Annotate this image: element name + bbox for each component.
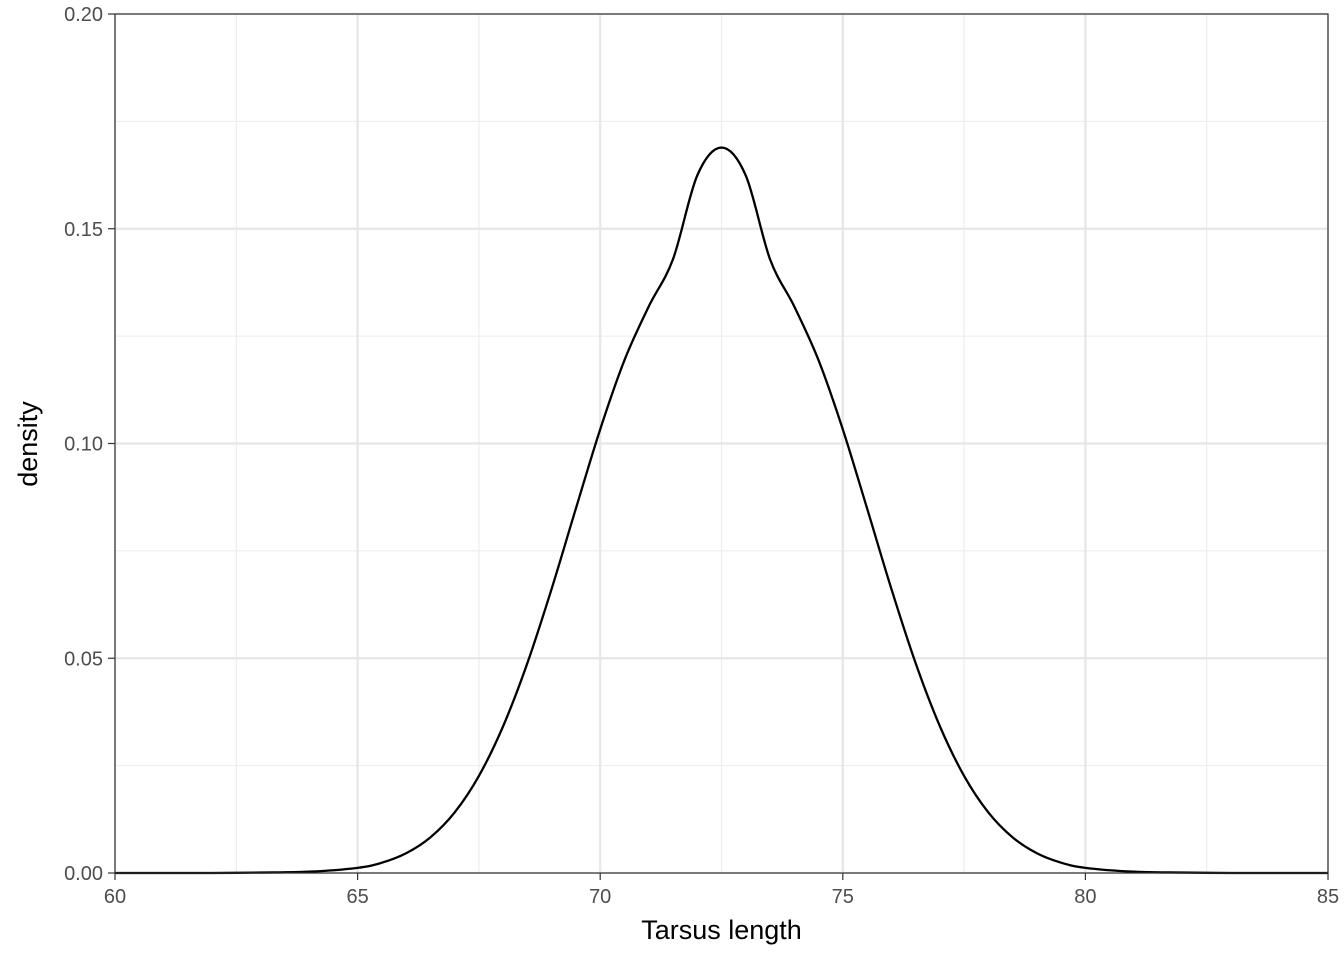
x-tick-label: 65 [346, 886, 368, 908]
y-tick-label: 0.20 [64, 4, 103, 26]
x-tick-label: 60 [104, 886, 126, 908]
y-tick-label: 0.10 [64, 434, 103, 456]
y-tick-label: 0.05 [64, 648, 103, 670]
y-axis-title: density [13, 401, 43, 487]
x-tick-label: 85 [1317, 886, 1339, 908]
x-tick-label: 75 [832, 886, 854, 908]
x-tick-label: 70 [589, 886, 611, 908]
x-axis: 60 65 70 75 80 85 [104, 873, 1339, 908]
y-tick-label: 0.00 [64, 863, 103, 885]
x-tick-label: 80 [1074, 886, 1096, 908]
y-tick-label: 0.15 [64, 219, 103, 241]
density-curve [115, 146, 1328, 875]
y-axis: 0.00 0.05 0.10 0.15 0.20 [64, 4, 115, 885]
x-axis-title: Tarsus length [641, 915, 802, 945]
